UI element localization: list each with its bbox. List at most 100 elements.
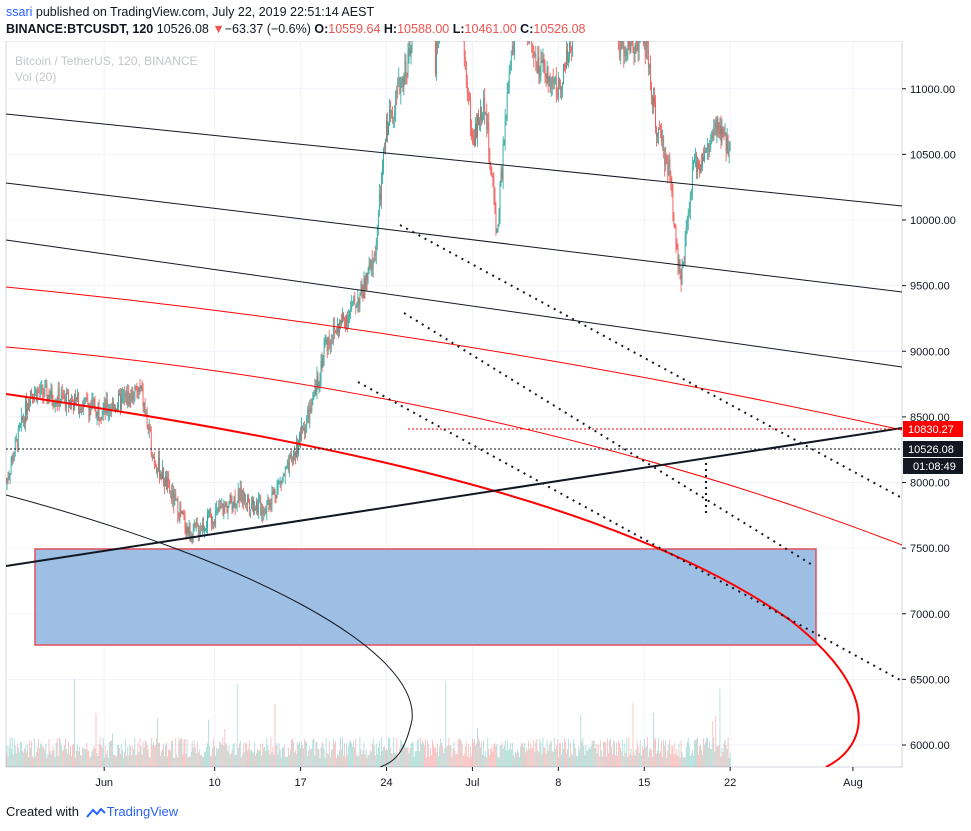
price-tick-label: 9000.00 xyxy=(910,346,950,358)
volume-bar xyxy=(329,756,331,767)
candle-body xyxy=(382,167,383,178)
volume-bar xyxy=(277,754,279,767)
volume-bar xyxy=(123,757,124,767)
price-chart[interactable]: Bitcoin / TetherUS, 120, BINANCE Vol (20… xyxy=(0,41,971,796)
candle-body xyxy=(59,401,61,406)
candle-body xyxy=(507,82,509,93)
dark-arc[interactable] xyxy=(6,494,413,767)
volume-bar xyxy=(537,750,539,767)
volume-bar xyxy=(287,747,289,767)
volume-bar xyxy=(441,742,443,767)
volume-bar xyxy=(386,748,387,767)
candle-body xyxy=(155,465,157,472)
candle-body xyxy=(78,394,79,414)
volume-bar xyxy=(117,745,118,767)
candle-body xyxy=(653,97,654,106)
volume-bar xyxy=(136,754,138,767)
volume-bar xyxy=(343,755,344,767)
candle-body xyxy=(657,133,658,137)
volume-bar xyxy=(7,756,9,767)
candle-body xyxy=(7,478,9,480)
volume-bar xyxy=(468,757,470,767)
volume-bar xyxy=(182,754,184,767)
channel-line-2[interactable] xyxy=(6,182,902,293)
channel-line-3[interactable] xyxy=(6,239,902,368)
candle-body xyxy=(127,391,129,405)
price-axis[interactable]: 6000.00 6500.00 7000.00 7500.00 8000.00 8500.… xyxy=(902,41,956,752)
candle-body xyxy=(662,136,664,142)
tradingview-brand[interactable]: TradingView xyxy=(106,804,179,819)
volume-bar xyxy=(301,741,302,767)
candle-body xyxy=(285,468,287,469)
candle-body xyxy=(8,476,10,479)
volume-bar xyxy=(163,744,164,767)
red-curve-upper[interactable] xyxy=(6,286,902,431)
chart-header: ssari published on TradingView.com, July… xyxy=(6,4,966,38)
candle-body xyxy=(176,499,178,500)
candle-body xyxy=(370,259,372,269)
volume-bar xyxy=(16,743,18,767)
candle-body xyxy=(303,428,305,430)
candle-body xyxy=(544,65,546,74)
candle-body xyxy=(247,496,248,504)
volume-bar xyxy=(498,757,500,767)
rising-trendline[interactable] xyxy=(6,427,902,567)
volume-bar xyxy=(170,750,172,767)
volume-bar xyxy=(213,738,214,767)
plot-area[interactable] xyxy=(5,41,903,768)
support-zone-rectangle[interactable] xyxy=(34,548,817,646)
symbol-label: BINANCE:BTCUSDT, 120 xyxy=(6,22,154,36)
volume-bar xyxy=(365,749,367,767)
volume-bar xyxy=(425,739,426,767)
candle-body xyxy=(37,390,39,401)
last-price: 10526.08 xyxy=(156,22,209,36)
candle-body xyxy=(267,500,269,503)
volume-bar xyxy=(662,756,664,767)
volume-bar xyxy=(338,755,339,767)
time-axis[interactable]: Jun 10 17 24 Jul 8 15 22 Aug xyxy=(95,767,863,789)
candle-body xyxy=(681,264,683,285)
volume-bar xyxy=(563,748,564,767)
volume-bar xyxy=(192,747,194,767)
candle-body xyxy=(235,503,237,508)
volume-bar xyxy=(472,738,473,767)
volume-bar xyxy=(428,744,429,767)
volume-bar xyxy=(568,738,569,767)
candle-body xyxy=(119,393,120,395)
volume-bar xyxy=(521,742,522,767)
volume-bar xyxy=(526,748,527,767)
volume-bar xyxy=(720,756,722,767)
candle-body xyxy=(542,59,544,63)
volume-bar xyxy=(155,737,157,767)
candle-body xyxy=(163,468,164,483)
candle-body xyxy=(409,48,411,56)
candle-body xyxy=(98,405,100,419)
candle-body xyxy=(543,59,545,66)
candle-body xyxy=(464,56,466,62)
volume-bar xyxy=(36,751,38,767)
channel-line-1[interactable] xyxy=(6,113,902,207)
candle-body xyxy=(647,48,649,68)
dotted-line-top[interactable] xyxy=(399,224,902,499)
candle-body xyxy=(338,323,339,334)
red-parabola-thick[interactable] xyxy=(6,393,860,767)
volume-bar xyxy=(240,757,242,767)
candle-body xyxy=(336,331,337,334)
author-name[interactable]: ssari xyxy=(6,5,33,19)
volume-bar xyxy=(133,749,135,767)
volume-bar xyxy=(215,755,217,767)
volume-bar xyxy=(324,757,326,767)
candle-body xyxy=(688,212,690,213)
candle-body xyxy=(88,406,90,417)
volume-bar xyxy=(283,744,285,767)
volume-bar xyxy=(347,754,348,767)
candle-body xyxy=(692,162,694,167)
volume-bar xyxy=(229,754,231,767)
high-label: H: xyxy=(383,22,398,36)
candle-body xyxy=(535,54,537,65)
volume-bar xyxy=(47,754,49,767)
candle-body xyxy=(197,526,199,536)
red-curve-middle[interactable] xyxy=(6,346,902,546)
volume-bar xyxy=(368,754,370,767)
candle-body xyxy=(383,149,384,168)
